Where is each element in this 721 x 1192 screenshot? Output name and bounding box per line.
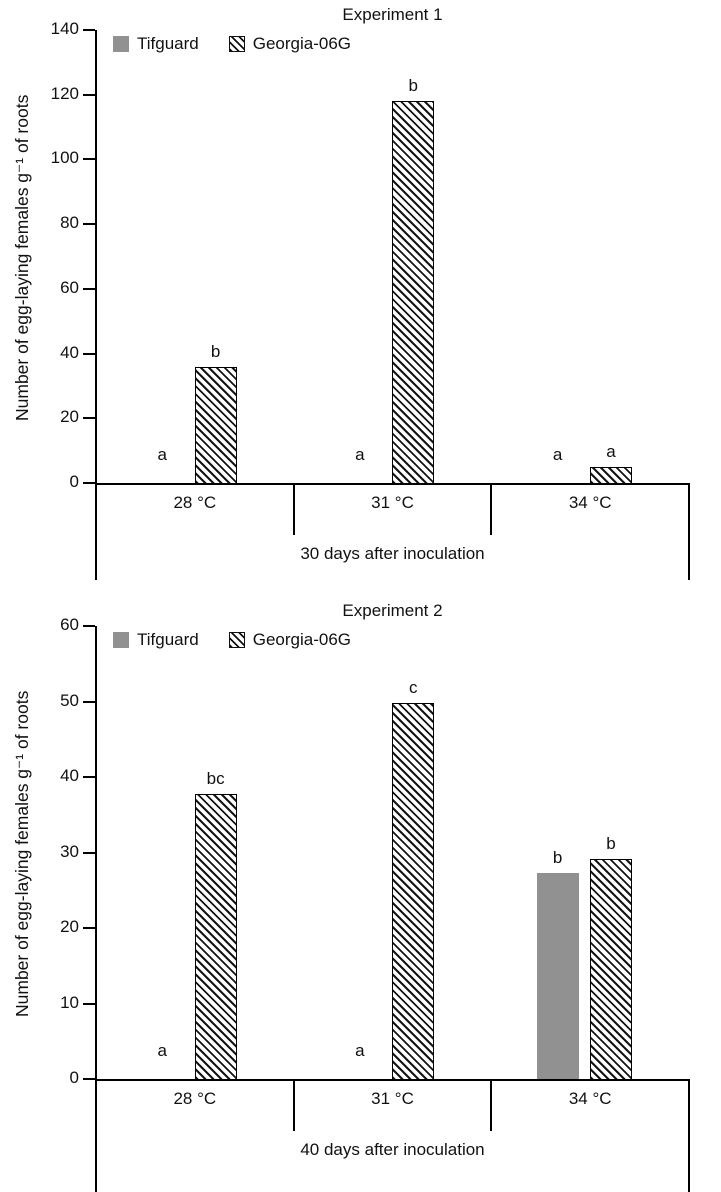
- y-tick-label: 30: [60, 841, 79, 861]
- significance-letter: a: [355, 445, 365, 464]
- legend-swatch-tifguard: [113, 632, 129, 648]
- significance-letter: b: [606, 833, 616, 853]
- x-axis-label: 30 days after inoculation: [300, 544, 485, 563]
- bars-zone: a bc a c b b: [97, 626, 690, 1079]
- y-tick-label: 0: [69, 1068, 79, 1087]
- legend-swatch-georgia-06g: [228, 36, 245, 52]
- significance-letter: c: [409, 678, 418, 698]
- x-axis-label: 40 days after inoculation: [300, 1140, 485, 1159]
- y-axis-ticks: 0 20 40 60 80 100 120 140: [51, 19, 690, 491]
- bar-tifguard: [536, 872, 579, 1079]
- legend-swatch-tifguard: [113, 36, 129, 52]
- y-tick-mark: [83, 927, 95, 929]
- y-tick-label: 140: [50, 19, 79, 38]
- bar-georgia-06g: [392, 101, 435, 483]
- experiment-1-chart: Experiment 1 Number of egg-laying female…: [12, 5, 690, 580]
- x-axis-label-row: 30 days after inoculation: [95, 535, 690, 580]
- y-axis-title: Number of egg-laying females g⁻¹ of root…: [12, 94, 32, 421]
- y-tick-mark: [83, 352, 95, 355]
- category-row: 28 °C 31 °C 34 °C: [95, 485, 690, 535]
- legend-label-tifguard: Tifguard: [137, 34, 199, 53]
- legend-label-tifguard: Tifguard: [137, 630, 199, 649]
- significance-letter: a: [355, 1041, 365, 1060]
- y-tick-label: 50: [60, 690, 79, 710]
- y-tick-label: 0: [69, 472, 79, 491]
- category-cell: 28 °C: [173, 493, 217, 512]
- y-tick-mark: [83, 851, 95, 854]
- y-tick-label: 40: [60, 766, 79, 785]
- significance-letter: b: [210, 341, 221, 361]
- y-tick-label: 40: [60, 342, 79, 362]
- y-tick-mark: [83, 776, 95, 778]
- y-tick-mark: [83, 700, 95, 703]
- category-cell: 34 °C: [490, 485, 688, 535]
- significance-letter: b: [408, 76, 418, 96]
- plot-area: Tifguard Georgia-06G 0 20 40 60 80 100 120 140 …: [51, 19, 690, 491]
- legend-swatch-georgia-06g: [228, 632, 245, 648]
- category-cell: 34 °C: [490, 1081, 688, 1131]
- y-tick-label: 60: [60, 615, 79, 634]
- bars-zone: a b a b a a: [97, 30, 690, 483]
- significance-letter: a: [606, 441, 616, 461]
- significance-letter: a: [157, 1041, 167, 1060]
- y-tick-mark: [83, 93, 95, 96]
- y-tick-mark: [83, 417, 95, 420]
- category-cell: 31 °C: [292, 485, 491, 535]
- x-axis-label-row: 40 days after inoculation: [95, 1131, 690, 1192]
- y-tick-mark: [83, 1078, 95, 1080]
- y-tick-label: 80: [60, 213, 79, 233]
- y-tick-mark: [83, 625, 95, 627]
- y-tick-label: 100: [50, 148, 79, 168]
- bar-georgia-06g: [194, 793, 237, 1079]
- category-cell: 28 °C: [173, 1089, 217, 1108]
- chart-title: Experiment 1: [342, 5, 443, 24]
- plot-area: Tifguard Georgia-06G 0 10 20 30 40 50 60 a bc a c…: [60, 615, 690, 1087]
- y-tick-label: 20: [60, 407, 79, 427]
- y-tick-label: 60: [60, 277, 79, 297]
- legend: Tifguard Georgia-06G: [113, 34, 351, 54]
- y-tick-mark: [83, 1002, 95, 1005]
- bar-georgia-06g: [392, 703, 435, 1079]
- y-axis-ticks: 0 10 20 30 40 50 60: [60, 615, 690, 1087]
- y-tick-mark: [83, 482, 95, 484]
- y-tick-label: 120: [50, 83, 79, 103]
- category-cell: 31 °C: [292, 1081, 491, 1131]
- experiment-2-chart: Experiment 2 Number of egg-laying female…: [0, 596, 721, 1192]
- bar-georgia-06g: [589, 858, 632, 1079]
- category-row: 28 °C 31 °C 34 °C: [95, 1081, 690, 1131]
- legend: Tifguard Georgia-06G: [113, 630, 351, 650]
- y-tick-label: 10: [60, 992, 79, 1012]
- y-tick-mark: [83, 287, 95, 290]
- significance-letter: a: [552, 445, 563, 464]
- y-tick-mark: [83, 158, 95, 161]
- legend-label-georgia-06g: Georgia-06G: [252, 34, 352, 53]
- significance-letter: bc: [206, 768, 225, 788]
- significance-letter: b: [552, 847, 563, 867]
- bar-georgia-06g: [589, 466, 632, 483]
- chart-title: Experiment 2: [342, 601, 443, 620]
- significance-letter: a: [157, 445, 167, 464]
- y-tick-mark: [83, 223, 95, 226]
- y-tick-label: 20: [60, 917, 79, 936]
- y-axis-title: Number of egg-laying females g⁻¹ of root…: [12, 690, 32, 1017]
- legend-label-georgia-06g: Georgia-06G: [252, 630, 352, 649]
- y-tick-mark: [83, 29, 95, 31]
- bar-georgia-06g: [194, 366, 237, 483]
